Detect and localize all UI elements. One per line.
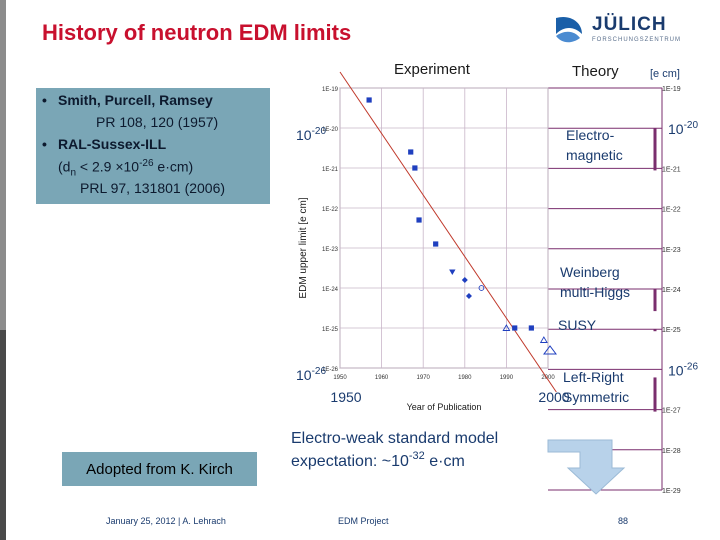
data-point bbox=[412, 165, 418, 171]
slide-edge-bar-dark bbox=[0, 330, 6, 540]
reference-box: • Smith, Purcell, Ramsey PR 108, 120 (19… bbox=[36, 88, 270, 204]
y-tick-label: 1E-24 bbox=[322, 287, 339, 293]
y-tick-label: 1E-23 bbox=[322, 247, 339, 253]
data-point-projection bbox=[543, 345, 557, 355]
theory-model-label: Electro- bbox=[566, 127, 615, 143]
theory-model-label: Weinberg bbox=[560, 264, 620, 280]
data-point bbox=[539, 336, 548, 343]
sm-expectation-line-2: expectation: ~10-32 e·cm bbox=[291, 450, 465, 470]
reference-2-line-2: (dn < 2.9 ×10-26 e·cm) bbox=[58, 158, 194, 179]
y-tick-label: 1E-25 bbox=[322, 327, 339, 333]
y-tick-label-large: 10-20 bbox=[296, 126, 326, 143]
theory-scale-label-large: 10-20 bbox=[668, 120, 698, 137]
x-tick-label: 2000 bbox=[541, 375, 555, 381]
theory-scale-label-large: 10-26 bbox=[668, 361, 698, 378]
reference-1-line-1: Smith, Purcell, Ramsey bbox=[58, 92, 213, 108]
experiment-header: Experiment bbox=[394, 61, 471, 78]
theory-model-label: magnetic bbox=[566, 147, 623, 163]
data-point bbox=[478, 285, 485, 291]
slide-title: History of neutron EDM limits bbox=[42, 20, 352, 45]
reference-2-line-3: PRL 97, 131801 (2006) bbox=[80, 180, 226, 196]
theory-scale-label: 1E-19 bbox=[662, 86, 681, 93]
theory-scale-label: 1E-25 bbox=[662, 327, 681, 334]
x-axis-label: Year of Publication bbox=[407, 402, 482, 412]
data-point bbox=[461, 277, 468, 283]
x-tick-label: 1980 bbox=[458, 375, 472, 381]
sm-expectation-line-1: Electro-weak standard model bbox=[291, 430, 498, 447]
theory-unit-label: [e cm] bbox=[650, 68, 680, 80]
x-tick-label: 1990 bbox=[500, 375, 514, 381]
data-point bbox=[465, 293, 472, 299]
footer-date-author: January 25, 2012 | A. Lehrach bbox=[106, 516, 226, 526]
y-tick-label: 1E-26 bbox=[322, 367, 339, 373]
julich-logo-text: JÜLICH bbox=[592, 14, 667, 35]
theory-scale-label: 1E-28 bbox=[662, 448, 681, 455]
reference-2-line-1: RAL-Sussex-ILL bbox=[58, 136, 167, 152]
x-tick-label: 1970 bbox=[417, 375, 431, 381]
theory-model-label: Left-Right bbox=[563, 369, 624, 385]
footer-project: EDM Project bbox=[338, 516, 389, 526]
theory-scale-label: 1E-29 bbox=[662, 488, 681, 495]
reference-1-line-2: PR 108, 120 (1957) bbox=[96, 114, 219, 130]
theory-model-label: SUSY bbox=[558, 317, 597, 333]
theory-scale-label: 1E-22 bbox=[662, 207, 681, 214]
y-tick-label: 1E-21 bbox=[322, 167, 339, 173]
x-tick-label: 1950 bbox=[333, 375, 347, 381]
y-tick-label: 1E-20 bbox=[322, 127, 339, 133]
slide-edge-bar bbox=[0, 0, 6, 540]
plot-area bbox=[339, 87, 549, 369]
data-point bbox=[528, 325, 534, 331]
julich-logo-subtitle: FORSCHUNGSZENTRUM bbox=[592, 37, 681, 43]
data-point bbox=[408, 149, 414, 155]
bullet-glyph-2: • bbox=[42, 136, 47, 152]
theory-scale-label: 1E-23 bbox=[662, 247, 681, 254]
theory-model-label: Symmetric bbox=[563, 389, 629, 405]
x-tick-label: 1960 bbox=[375, 375, 389, 381]
y-tick-label: 1E-19 bbox=[322, 87, 339, 93]
data-point bbox=[416, 217, 422, 223]
trend-line bbox=[339, 71, 557, 393]
julich-logo-icon bbox=[556, 16, 582, 43]
down-arrow-icon bbox=[547, 439, 626, 495]
y-axis-label: EDM upper limit [e cm] bbox=[298, 197, 309, 298]
source-credit-box: Adopted from K. Kirch bbox=[62, 452, 257, 486]
theory-scale-label: 1E-24 bbox=[662, 287, 681, 294]
x-tick-label-large: 2000 bbox=[538, 389, 569, 405]
theory-model-label: multi-Higgs bbox=[560, 284, 630, 300]
data-point bbox=[449, 269, 456, 275]
theory-header: Theory bbox=[572, 63, 619, 80]
bullet-glyph-1: • bbox=[42, 92, 47, 108]
theory-scale-label: 1E-21 bbox=[662, 166, 681, 173]
y-tick-label-large: 10-26 bbox=[296, 366, 326, 383]
x-tick-label-large: 1950 bbox=[330, 389, 361, 405]
y-tick-label: 1E-22 bbox=[322, 207, 339, 213]
footer-page-number: 88 bbox=[618, 516, 629, 526]
data-point bbox=[512, 325, 518, 331]
data-point bbox=[502, 324, 511, 331]
data-point bbox=[433, 241, 439, 247]
data-point bbox=[366, 97, 372, 103]
theory-scale-label: 1E-27 bbox=[662, 408, 681, 415]
